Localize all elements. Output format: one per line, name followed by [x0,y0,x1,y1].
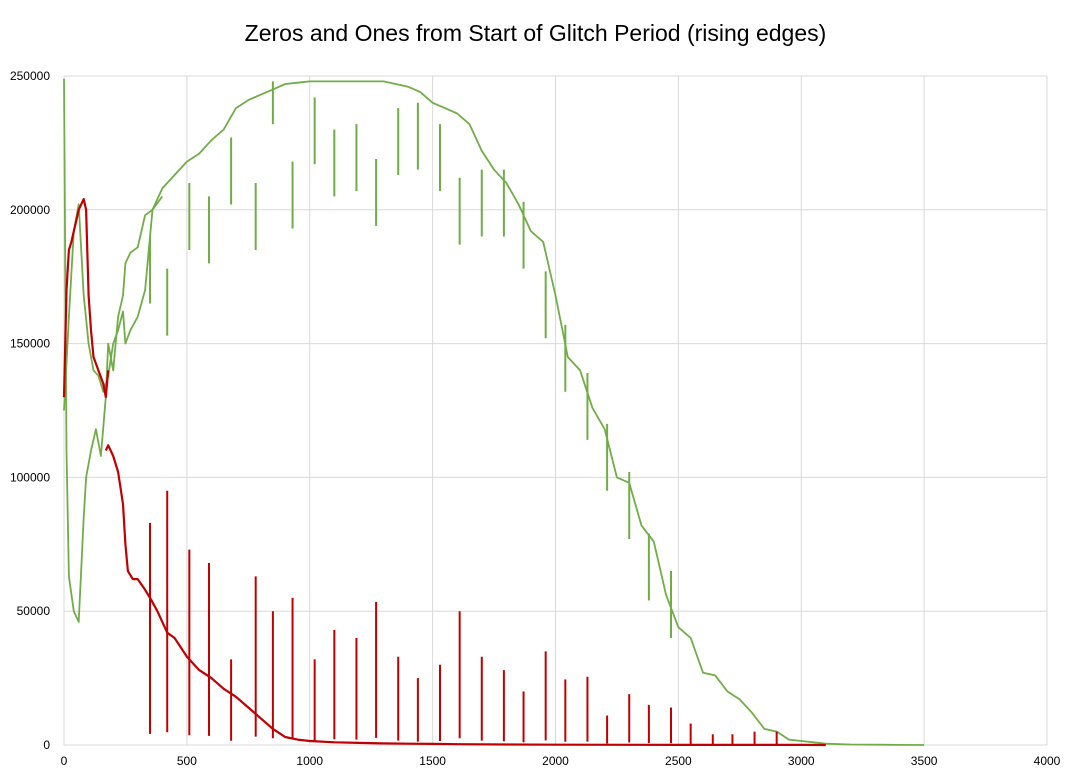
grid [63,75,1048,746]
x-tick-label: 2000 [542,754,569,768]
chart-title: Zeros and Ones from Start of Glitch Peri… [244,20,827,46]
series-line [63,78,925,746]
x-tick-label: 1500 [419,754,446,768]
x-tick-label: 1000 [296,754,323,768]
x-tick-label: 0 [61,754,68,768]
series-group [62,78,925,747]
x-tick-label: 2500 [665,754,692,768]
tick-labels: 0 500 1000 1500 2000 2500 3000 3500 4000 0 50000 10… [10,69,1061,768]
series-line [104,444,826,747]
x-tick-label: 3500 [911,754,938,768]
y-tick-label: 150000 [10,337,50,351]
y-tick-label: 50000 [17,604,51,618]
y-tick-label: 200000 [10,203,50,217]
y-tick-label: 250000 [10,69,50,83]
y-tick-label: 0 [43,738,50,752]
x-tick-label: 500 [177,754,197,768]
y-tick-label: 100000 [10,470,50,484]
series-line [62,198,110,399]
x-tick-label: 3000 [788,754,815,768]
x-tick-label: 4000 [1034,754,1061,768]
series-line [63,195,164,411]
